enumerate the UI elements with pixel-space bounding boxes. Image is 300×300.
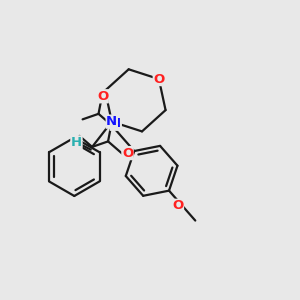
Text: O: O — [153, 73, 164, 85]
Text: H: H — [71, 136, 82, 149]
Text: O: O — [97, 90, 108, 103]
Text: O: O — [172, 199, 184, 212]
Text: N: N — [106, 115, 117, 128]
Text: N: N — [110, 117, 121, 130]
Text: O: O — [122, 147, 133, 160]
